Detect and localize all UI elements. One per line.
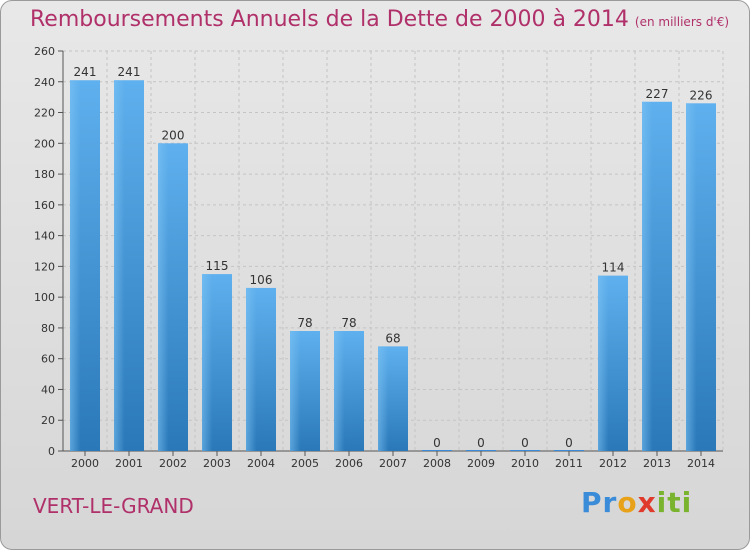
y-tick-label: 60 bbox=[41, 353, 55, 366]
y-tick-label: 100 bbox=[34, 291, 55, 304]
value-labels: 241 241 200 115 106 78 78 68 0 0 0 0 114 227 226 bbox=[74, 65, 713, 450]
y-tick-label: 20 bbox=[41, 414, 55, 427]
y-tick-label: 180 bbox=[34, 168, 55, 181]
y-tick-label: 200 bbox=[34, 137, 55, 150]
x-tick-label: 2004 bbox=[247, 457, 275, 470]
bar-highlight-2001 bbox=[114, 80, 144, 451]
value-label-2011: 0 bbox=[565, 436, 573, 450]
value-label-2013: 227 bbox=[646, 87, 669, 101]
bar-2008 bbox=[422, 450, 452, 451]
bar-highlight-2000 bbox=[70, 80, 100, 451]
x-tick-label: 2001 bbox=[115, 457, 143, 470]
value-label-2009: 0 bbox=[477, 436, 485, 450]
bar-highlight-2013 bbox=[642, 101, 672, 452]
value-label-2014: 226 bbox=[690, 88, 713, 102]
value-label-2007: 68 bbox=[385, 331, 400, 345]
bars bbox=[70, 80, 716, 452]
x-tick-label: 2011 bbox=[555, 457, 583, 470]
x-tick-label: 2008 bbox=[423, 457, 451, 470]
bar-highlight-2006 bbox=[334, 331, 364, 451]
value-label-2001: 241 bbox=[118, 65, 141, 79]
y-tick-label: 260 bbox=[34, 45, 55, 58]
x-tick-label: 2010 bbox=[511, 457, 539, 470]
x-tick-label: 2003 bbox=[203, 457, 231, 470]
x-tick-label: 2005 bbox=[291, 457, 319, 470]
y-tick-label: 220 bbox=[34, 107, 55, 120]
x-tick-label: 2002 bbox=[159, 457, 187, 470]
bar-highlight-2002 bbox=[158, 143, 188, 452]
value-label-2000: 241 bbox=[74, 65, 97, 79]
y-tick-label: 240 bbox=[34, 76, 55, 89]
bar-highlight-2007 bbox=[378, 346, 408, 451]
bar-2009 bbox=[466, 450, 496, 451]
x-tick-label: 2012 bbox=[599, 457, 627, 470]
y-tick-label: 0 bbox=[48, 445, 55, 458]
proxiti-logo[interactable]: Proxiti bbox=[581, 486, 693, 519]
x-tick-label: 2006 bbox=[335, 457, 363, 470]
bar-2011 bbox=[554, 450, 584, 451]
y-tick-label: 80 bbox=[41, 322, 55, 335]
unit-label: (en milliers d'€) bbox=[634, 15, 730, 29]
y-tick-label: 160 bbox=[34, 199, 55, 212]
value-label-2010: 0 bbox=[521, 436, 529, 450]
y-tick-label: 120 bbox=[34, 260, 55, 273]
bar-highlight-2012 bbox=[598, 275, 628, 451]
bar-highlight-2005 bbox=[290, 331, 320, 451]
value-label-2008: 0 bbox=[433, 436, 441, 450]
bar-2010 bbox=[510, 450, 540, 451]
x-tick-label: 2009 bbox=[467, 457, 495, 470]
x-tick-label: 2013 bbox=[643, 457, 671, 470]
title-text: Remboursements Annuels de la Dette de 20… bbox=[30, 7, 629, 32]
x-tick-label: 2000 bbox=[71, 457, 99, 470]
bar-highlight-2004 bbox=[246, 287, 276, 451]
chart-title: Remboursements Annuels de la Dette de 20… bbox=[30, 7, 729, 32]
bar-highlight-2003 bbox=[202, 274, 232, 451]
bar-highlight-2014 bbox=[686, 103, 716, 452]
x-tick-label: 2007 bbox=[379, 457, 407, 470]
value-label-2005: 78 bbox=[297, 316, 312, 330]
value-label-2004: 106 bbox=[250, 273, 273, 287]
value-label-2006: 78 bbox=[341, 316, 356, 330]
value-label-2003: 115 bbox=[206, 259, 229, 273]
y-tick-label: 40 bbox=[41, 383, 55, 396]
y-tick-label: 140 bbox=[34, 230, 55, 243]
city-name: VERT-LE-GRAND bbox=[33, 494, 194, 518]
x-tick-label: 2014 bbox=[687, 457, 715, 470]
value-label-2002: 200 bbox=[162, 128, 185, 142]
value-label-2012: 114 bbox=[602, 261, 625, 275]
